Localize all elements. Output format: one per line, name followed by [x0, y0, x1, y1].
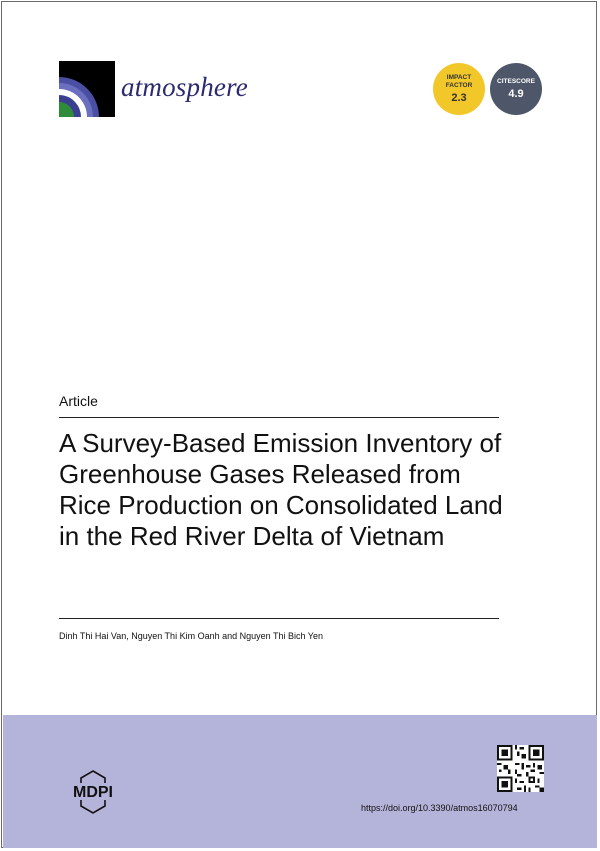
citescore-value: 4.9 [508, 88, 524, 100]
article-type: Article [59, 393, 98, 409]
mdpi-logo-icon: MDPI [60, 770, 126, 819]
impact-factor-badge[interactable]: IMPACT FACTOR 2.3 [433, 63, 485, 115]
journal-name: atmosphere [121, 72, 248, 102]
citescore-label: CITESCORE [497, 78, 535, 85]
doi-link[interactable]: https://doi.org/10.3390/atmos16070794 [361, 803, 518, 813]
qr-code-icon[interactable] [497, 745, 544, 792]
divider [59, 618, 499, 619]
journal-logo-icon [59, 61, 115, 117]
authors: Dinh Thi Hai Van, Nguyen Thi Kim Oanh an… [59, 631, 323, 641]
divider [59, 417, 499, 418]
impact-factor-label: IMPACT FACTOR [445, 74, 473, 89]
article-title: A Survey-Based Emission Inventory of Gre… [59, 428, 503, 551]
citescore-badge[interactable]: CITESCORE 4.9 [490, 63, 542, 115]
footer-band: MDPI https://doi.org/10.3390/atmos160707… [3, 715, 597, 848]
impact-factor-value: 2.3 [451, 92, 467, 104]
mdpi-logo-text: MDPI [73, 784, 113, 801]
